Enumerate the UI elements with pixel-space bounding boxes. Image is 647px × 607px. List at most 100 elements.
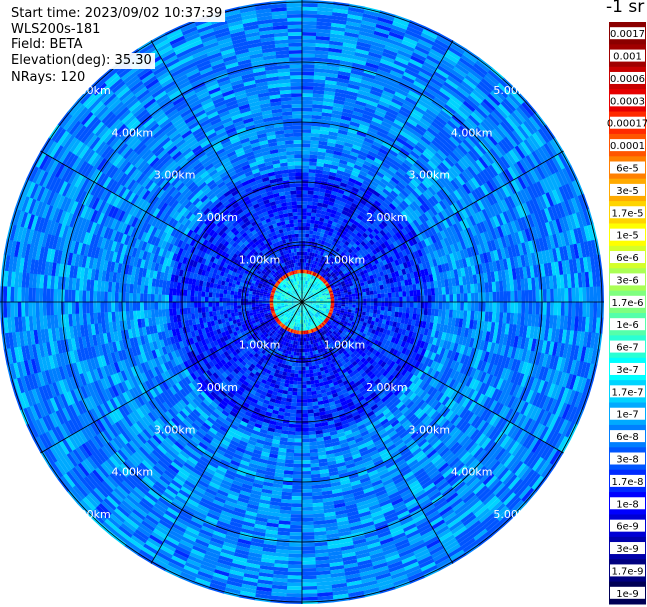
data-cell bbox=[302, 226, 307, 231]
data-cell bbox=[415, 159, 425, 169]
data-cell bbox=[321, 272, 325, 277]
data-cell bbox=[366, 302, 371, 306]
data-cell bbox=[308, 266, 312, 271]
data-cell bbox=[415, 173, 425, 183]
data-cell bbox=[322, 203, 329, 209]
data-cell bbox=[333, 264, 338, 269]
data-cell bbox=[464, 168, 474, 180]
data-cell bbox=[409, 307, 414, 314]
data-cell bbox=[326, 69, 339, 75]
data-cell bbox=[325, 238, 330, 243]
data-cell bbox=[428, 124, 441, 135]
data-cell bbox=[354, 234, 360, 241]
data-cell bbox=[333, 180, 342, 186]
data-cell bbox=[377, 297, 382, 303]
data-cell bbox=[315, 288, 320, 292]
data-cell bbox=[315, 169, 323, 175]
data-cell bbox=[323, 196, 331, 202]
data-cell bbox=[435, 115, 448, 126]
data-cell bbox=[310, 216, 316, 221]
data-cell bbox=[329, 168, 338, 174]
data-cell bbox=[372, 190, 381, 198]
data-cell bbox=[303, 262, 307, 267]
data-cell bbox=[377, 151, 387, 159]
data-cell bbox=[358, 211, 366, 218]
data-cell bbox=[496, 291, 500, 303]
data-cell bbox=[403, 173, 413, 182]
data-cell bbox=[369, 224, 376, 231]
data-cell bbox=[352, 248, 359, 254]
data-cell bbox=[332, 4, 350, 11]
data-cell bbox=[393, 119, 405, 128]
data-cell bbox=[306, 395, 313, 400]
data-cell bbox=[402, 291, 407, 297]
data-cell bbox=[406, 296, 410, 303]
data-cell bbox=[312, 289, 317, 293]
data-cell bbox=[427, 160, 438, 170]
data-cell bbox=[434, 167, 444, 177]
data-cell bbox=[302, 68, 315, 72]
data-cell bbox=[307, 266, 310, 271]
data-cell bbox=[596, 286, 601, 303]
data-cell bbox=[435, 68, 450, 79]
data-cell bbox=[340, 155, 349, 162]
data-cell bbox=[302, 147, 311, 152]
data-cell bbox=[360, 23, 376, 31]
data-cell bbox=[440, 128, 452, 139]
data-cell bbox=[320, 210, 327, 216]
data-cell bbox=[306, 380, 311, 385]
data-cell bbox=[417, 196, 426, 205]
data-cell bbox=[307, 262, 311, 267]
data-cell bbox=[356, 96, 368, 104]
data-cell bbox=[305, 292, 309, 297]
data-cell bbox=[524, 290, 529, 303]
data-cell bbox=[318, 191, 326, 197]
data-cell bbox=[332, 268, 337, 274]
data-cell bbox=[404, 68, 419, 78]
data-cell bbox=[423, 308, 428, 316]
data-cell bbox=[445, 286, 450, 295]
data-cell bbox=[442, 294, 446, 303]
data-cell bbox=[473, 283, 479, 294]
data-cell bbox=[331, 262, 336, 268]
data-cell bbox=[392, 142, 403, 152]
data-cell bbox=[593, 286, 598, 303]
data-cell bbox=[346, 17, 363, 24]
data-cell bbox=[391, 227, 399, 235]
data-cell bbox=[585, 302, 590, 318]
data-cell bbox=[369, 167, 378, 175]
data-cell bbox=[460, 103, 474, 115]
data-cell bbox=[386, 38, 402, 47]
data-cell bbox=[316, 205, 323, 211]
data-cell bbox=[578, 287, 583, 303]
data-cell bbox=[313, 82, 326, 88]
data-cell bbox=[304, 255, 307, 260]
data-cell bbox=[312, 100, 324, 106]
data-cell bbox=[377, 293, 382, 299]
data-cell bbox=[486, 133, 499, 146]
data-cell bbox=[477, 104, 491, 117]
data-cell bbox=[514, 302, 518, 314]
data-cell bbox=[310, 383, 316, 388]
data-cell bbox=[357, 202, 365, 209]
data-cell bbox=[307, 416, 315, 421]
data-cell bbox=[340, 178, 349, 185]
data-cell bbox=[301, 366, 306, 371]
data-cell bbox=[328, 171, 337, 177]
data-cell bbox=[349, 226, 355, 233]
data-cell bbox=[410, 111, 422, 121]
data-cell bbox=[343, 265, 349, 271]
data-cell bbox=[365, 287, 370, 292]
data-cell bbox=[302, 269, 304, 274]
data-cell bbox=[308, 430, 316, 436]
data-cell bbox=[310, 259, 314, 264]
data-cell bbox=[359, 82, 373, 90]
data-cell bbox=[348, 80, 361, 87]
data-cell bbox=[307, 190, 314, 195]
data-cell bbox=[308, 362, 313, 367]
data-cell bbox=[301, 373, 306, 378]
data-cell bbox=[334, 226, 340, 232]
data-cell bbox=[338, 125, 349, 132]
data-cell bbox=[302, 17, 318, 22]
data-cell bbox=[435, 294, 439, 303]
